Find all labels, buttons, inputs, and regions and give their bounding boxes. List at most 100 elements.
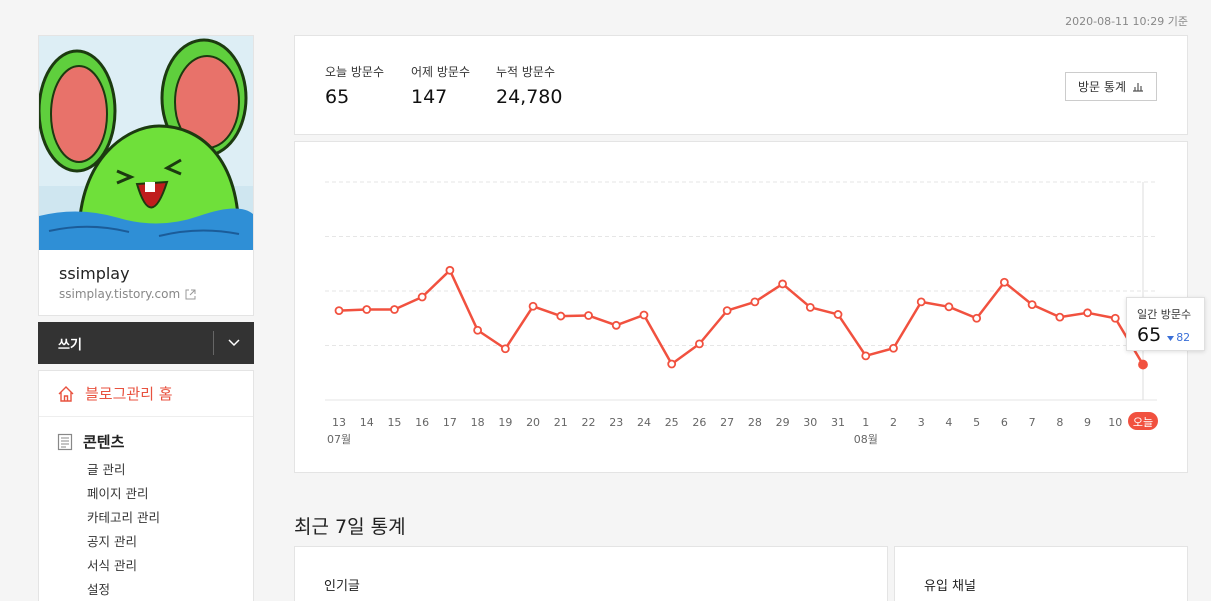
- chart-x-tick-label: 27: [720, 416, 734, 429]
- chart-point[interactable]: [639, 310, 649, 320]
- chart-point[interactable]: [556, 311, 566, 321]
- chart-x-tick-label: 21: [554, 416, 568, 429]
- chart-x-tick-label: 4: [945, 416, 952, 429]
- submenu-page-manage[interactable]: 페이지 관리: [87, 486, 149, 501]
- write-dropdown-toggle[interactable]: [214, 322, 254, 364]
- chart-point[interactable]: [611, 320, 621, 330]
- chart-point[interactable]: [1138, 359, 1148, 370]
- chart-point[interactable]: [805, 302, 815, 312]
- tooltip-label: 일간 방문수: [1137, 308, 1192, 321]
- chart-point[interactable]: [584, 311, 593, 320]
- chart-point[interactable]: [999, 277, 1009, 287]
- chart-x-tick-label: 25: [665, 416, 679, 429]
- profile-card: ssimplay ssimplay.tistory.com: [38, 35, 254, 316]
- contents-label: 콘텐츠: [83, 433, 125, 451]
- chart-x-tick-label: 9: [1084, 416, 1091, 429]
- blog-url-link[interactable]: ssimplay.tistory.com: [59, 287, 233, 301]
- total-visits: 누적 방문수 24,780: [496, 63, 562, 108]
- chart-point[interactable]: [362, 305, 372, 314]
- chart-x-tick-label: 14: [360, 416, 374, 429]
- submenu-settings[interactable]: 설정: [87, 582, 111, 597]
- chart-point[interactable]: [861, 351, 871, 361]
- blog-name[interactable]: ssimplay: [59, 264, 130, 283]
- chart-x-tick-label: 오늘: [1133, 416, 1153, 429]
- chart-point[interactable]: [778, 279, 787, 289]
- chart-point[interactable]: [528, 301, 538, 311]
- today-visits-label: 오늘 방문수: [325, 65, 385, 79]
- daily-visits-chart[interactable]: 13 14 15 16 17 18 19 20 21 22 23 24 25 26 27 28 29 30 31 1 2…: [295, 142, 1187, 472]
- write-button[interactable]: 쓰기: [58, 337, 82, 353]
- menu-home-label: 블로그관리 홈: [85, 385, 173, 403]
- yesterday-visits: 어제 방문수 147: [411, 63, 470, 108]
- chart-point[interactable]: [722, 306, 732, 316]
- menu-item-blog-admin-home[interactable]: 블로그관리 홈: [39, 371, 253, 417]
- chart-x-tick-label: 1: [862, 416, 869, 429]
- chart-x-tick-label: 8: [1056, 416, 1063, 429]
- chart-point[interactable]: [1055, 312, 1065, 322]
- chart-x-tick-label: 3: [918, 416, 925, 429]
- submenu-post-manage[interactable]: 글 관리: [87, 462, 126, 477]
- contents-submenu: 글 관리 페이지 관리 카테고리 관리 공지 관리 서식 관리 설정: [57, 458, 235, 601]
- yesterday-visits-value: 147: [411, 86, 448, 108]
- total-visits-label: 누적 방문수: [496, 65, 556, 79]
- chart-month-label: 08월: [854, 433, 878, 446]
- submenu-template-manage[interactable]: 서식 관리: [87, 558, 137, 573]
- chart-x-tick-label: 13: [332, 416, 346, 429]
- chart-x-tick-label: 5: [973, 416, 980, 429]
- chart-point[interactable]: [750, 297, 760, 307]
- inflow-channel-card: 유입 채널: [894, 546, 1188, 601]
- chart-point[interactable]: [1083, 308, 1092, 318]
- chart-x-tick-label: 28: [748, 416, 762, 429]
- daily-visits-tooltip: 일간 방문수 65 82: [1126, 297, 1205, 351]
- chart-point[interactable]: [390, 305, 399, 314]
- recent-stats-title: 최근 7일 통계: [294, 516, 406, 538]
- admin-menu: 블로그관리 홈 콘텐츠 글 관리 페이지 관리 카테고리 관리 공지 관리 서식…: [38, 370, 254, 601]
- chart-point[interactable]: [445, 265, 455, 275]
- chart-x-tick-label: 7: [1029, 416, 1036, 429]
- chart-point[interactable]: [889, 343, 898, 353]
- bar-chart-icon: [1133, 83, 1143, 92]
- profile-avatar[interactable]: [39, 36, 253, 250]
- chart-point[interactable]: [916, 297, 926, 307]
- chart-x-tick-label: 2: [890, 416, 897, 429]
- chart-x-tick-label: 17: [443, 416, 457, 429]
- chart-point[interactable]: [695, 339, 704, 349]
- blog-url-text: ssimplay.tistory.com: [59, 287, 181, 301]
- total-visits-value: 24,780: [496, 86, 563, 108]
- chart-point[interactable]: [1027, 300, 1037, 310]
- write-bar: 쓰기: [38, 322, 254, 364]
- chart-x-tick-label: 22: [582, 416, 596, 429]
- chart-point[interactable]: [334, 306, 344, 316]
- chart-point[interactable]: [1110, 313, 1120, 323]
- chart-x-tick-label: 24: [637, 416, 651, 429]
- sidebar: ssimplay ssimplay.tistory.com 쓰기 블로그관리 홈: [38, 35, 254, 601]
- menu-item-contents[interactable]: 콘텐츠: [57, 431, 235, 452]
- daily-visits-chart-card: 13 14 15 16 17 18 19 20 21 22 23 24 25 26 27 28 29 30 31 1 2…: [294, 141, 1188, 473]
- menu-section-contents: 콘텐츠 글 관리 페이지 관리 카테고리 관리 공지 관리 서식 관리 설정: [39, 417, 253, 601]
- home-icon: [58, 385, 74, 402]
- chart-month-label: 07월: [327, 433, 351, 446]
- popular-posts-title: 인기글: [324, 579, 360, 594]
- chart-point[interactable]: [667, 359, 677, 369]
- caret-down-icon: [1167, 335, 1175, 341]
- submenu-category-manage[interactable]: 카테고리 관리: [87, 510, 160, 525]
- visit-stats-button[interactable]: 방문 통계: [1065, 72, 1157, 101]
- chart-x-tick-label: 30: [803, 416, 817, 429]
- yesterday-visits-label: 어제 방문수: [411, 65, 471, 79]
- chart-x-tick-label: 31: [831, 416, 845, 429]
- chart-point[interactable]: [417, 292, 427, 302]
- chart-x-tick-label: 15: [387, 416, 401, 429]
- chart-x-tick-label: 20: [526, 416, 540, 429]
- chart-point[interactable]: [944, 302, 954, 312]
- submenu-notice-manage[interactable]: 공지 관리: [87, 534, 137, 549]
- today-visits: 오늘 방문수 65: [325, 63, 384, 108]
- chart-point[interactable]: [500, 344, 510, 354]
- visit-stats-label: 방문 통계: [1078, 80, 1126, 94]
- chart-point[interactable]: [473, 325, 483, 335]
- tooltip-change: 82: [1167, 330, 1190, 346]
- external-link-icon: [185, 289, 196, 299]
- chart-point[interactable]: [833, 310, 843, 319]
- chart-x-tick-label: 16: [415, 416, 429, 429]
- chart-x-tick-label: 29: [776, 416, 790, 429]
- chart-point[interactable]: [972, 313, 982, 323]
